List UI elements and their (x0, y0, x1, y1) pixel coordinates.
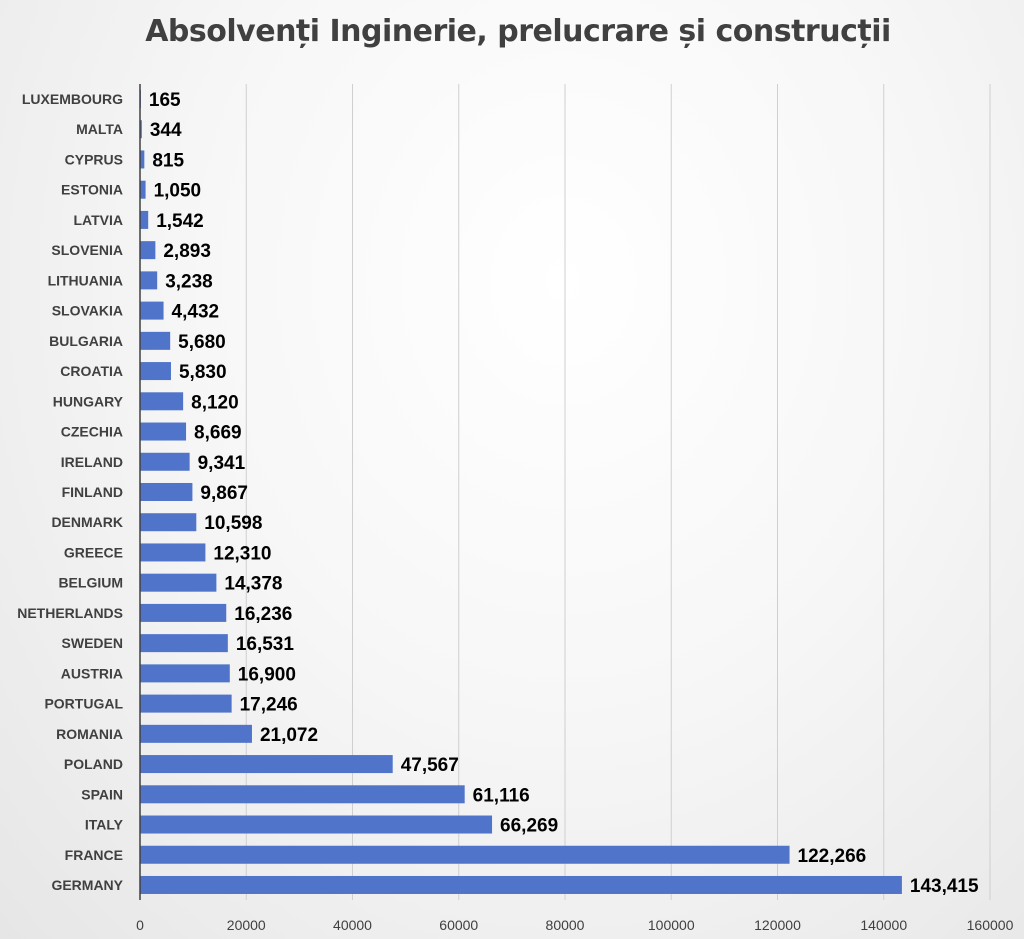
bar (140, 845, 790, 864)
data-label: 9,867 (200, 483, 248, 504)
bar (140, 120, 142, 139)
category-label: NETHERLANDS (17, 605, 123, 621)
bar (140, 603, 227, 622)
category-label: PORTUGAL (44, 696, 123, 712)
x-tick-label: 0 (136, 917, 144, 933)
data-label: 3,238 (165, 271, 213, 292)
category-label: SLOVENIA (51, 242, 123, 258)
data-label: 16,531 (236, 634, 295, 655)
x-tick-label: 100000 (648, 917, 695, 933)
data-label: 5,830 (179, 362, 227, 383)
bar (140, 452, 190, 471)
category-label: AUSTRIA (61, 665, 123, 681)
bar (140, 362, 171, 381)
category-label: FRANCE (65, 847, 123, 863)
bar (140, 392, 184, 411)
bar (140, 180, 146, 199)
category-label: SWEDEN (62, 635, 123, 651)
bar (140, 513, 197, 532)
category-label: DENMARK (51, 514, 123, 530)
bar (140, 331, 171, 350)
category-label: LUXEMBOURG (22, 91, 123, 107)
bar (140, 241, 156, 260)
data-label: 12,310 (213, 543, 271, 564)
data-label: 2,893 (163, 241, 211, 262)
data-label: 16,900 (238, 664, 296, 685)
bar (140, 543, 206, 562)
bar (140, 271, 158, 290)
category-label: CROATIA (60, 363, 123, 379)
category-label: FINLAND (62, 484, 123, 500)
data-label: 143,415 (910, 876, 979, 897)
data-label: 8,120 (191, 392, 239, 413)
bar (140, 815, 493, 834)
data-label: 1,542 (156, 211, 204, 232)
bar (140, 210, 149, 229)
data-label: 21,072 (260, 725, 318, 746)
data-label: 344 (150, 120, 182, 141)
category-label: ITALY (85, 817, 124, 833)
bar (140, 724, 252, 743)
bar (140, 301, 164, 320)
data-label: 4,432 (172, 302, 220, 323)
data-label: 5,680 (178, 332, 226, 353)
data-label: 10,598 (204, 513, 262, 534)
category-label: IRELAND (61, 454, 123, 470)
x-tick-label: 80000 (546, 917, 585, 933)
x-tick-label: 40000 (333, 917, 372, 933)
category-label: BELGIUM (58, 575, 123, 591)
category-label: POLAND (64, 756, 123, 772)
data-label: 17,246 (240, 695, 298, 716)
x-tick-label: 20000 (227, 917, 266, 933)
x-tick-label: 160000 (967, 917, 1014, 933)
category-label: SLOVAKIA (52, 303, 123, 319)
data-label: 66,269 (500, 816, 558, 837)
data-label: 14,378 (224, 574, 282, 595)
bar (140, 664, 230, 683)
x-tick-label: 60000 (439, 917, 478, 933)
data-label: 47,567 (401, 755, 459, 776)
category-label: HUNGARY (53, 393, 124, 409)
category-label: CZECHIA (61, 424, 123, 440)
bar (140, 422, 187, 441)
data-label: 9,341 (198, 453, 246, 474)
category-label: BULGARIA (49, 333, 123, 349)
bar (140, 482, 193, 501)
category-label: LATVIA (73, 212, 123, 228)
category-label: CYPRUS (65, 151, 123, 167)
category-label: GREECE (64, 544, 123, 560)
category-label: ROMANIA (56, 726, 123, 742)
x-tick-label: 140000 (860, 917, 907, 933)
bar (140, 150, 145, 169)
chart-title: Absolvenți Inginerie, prelucrare și cons… (145, 14, 891, 49)
data-label: 815 (152, 150, 184, 171)
category-label: LITHUANIA (48, 272, 123, 288)
category-label: MALTA (76, 121, 123, 137)
category-label: SPAIN (81, 786, 123, 802)
data-label: 16,236 (234, 604, 292, 625)
category-label: GERMANY (51, 877, 123, 893)
bar (140, 694, 232, 713)
bar (140, 634, 228, 653)
data-label: 8,669 (194, 423, 242, 444)
x-tick-label: 120000 (754, 917, 801, 933)
data-label: 1,050 (154, 181, 202, 202)
category-label: ESTONIA (61, 182, 123, 198)
data-label: 61,116 (473, 785, 530, 806)
data-label: 165 (149, 90, 181, 111)
bar (140, 875, 902, 894)
bar (140, 785, 465, 804)
bar (140, 573, 217, 592)
bar (140, 755, 393, 774)
data-label: 122,266 (798, 846, 867, 867)
